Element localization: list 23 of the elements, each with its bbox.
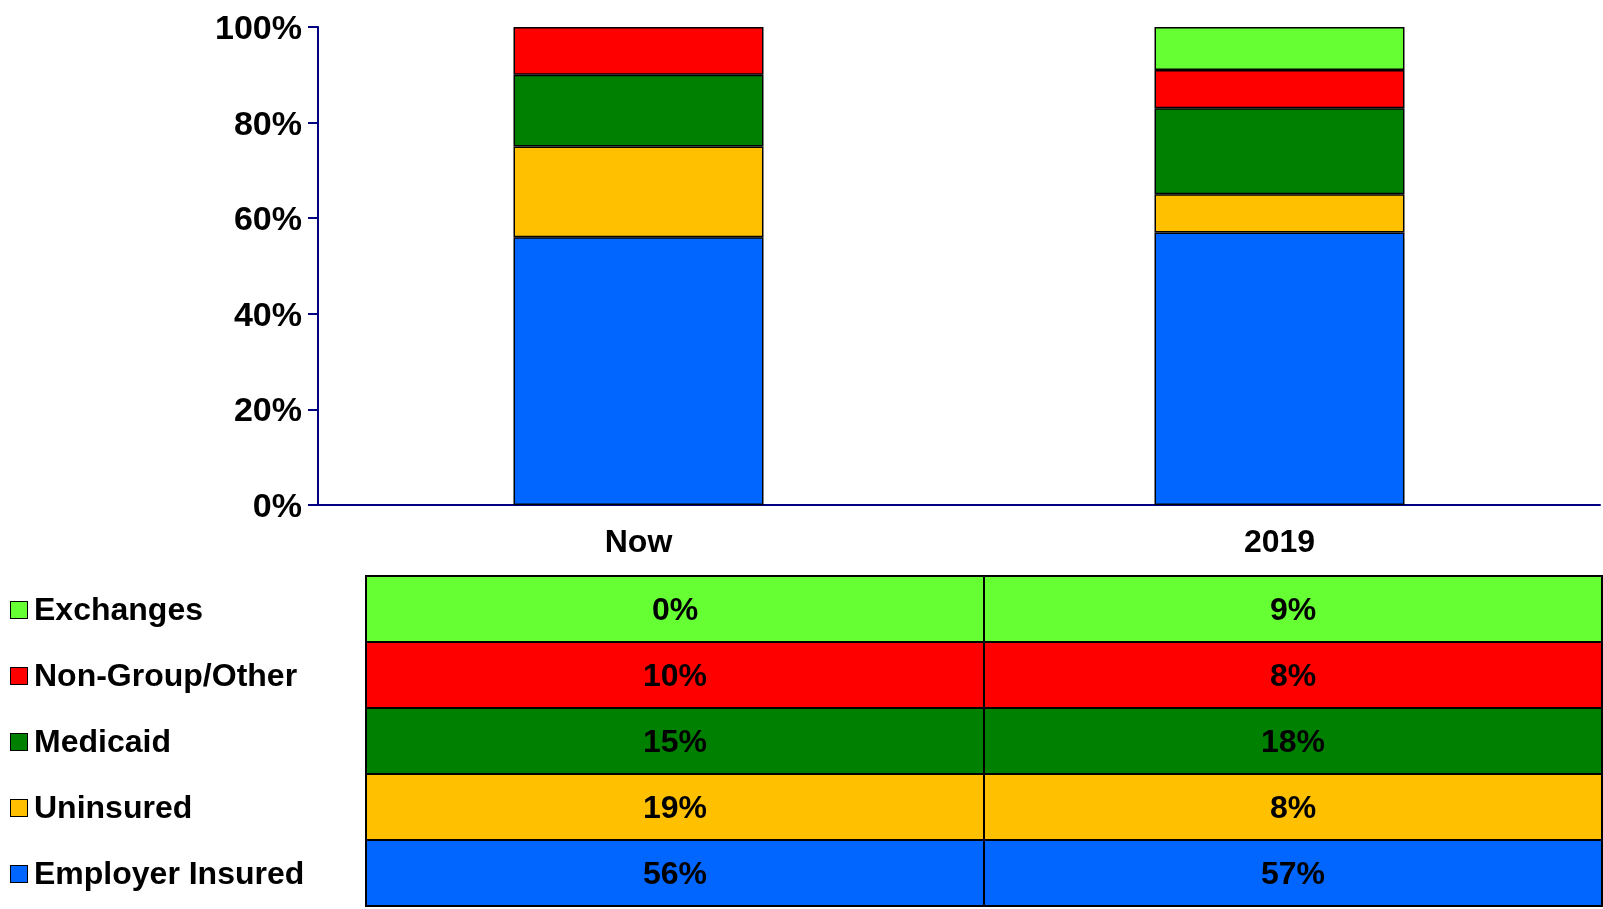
data-label: 8% [984, 774, 1602, 840]
legend-label: Employer Insured [34, 855, 305, 892]
data-label: 56% [366, 840, 984, 906]
y-tick-label: 40% [233, 294, 302, 333]
legend-label: Non-Group/Other [34, 657, 298, 694]
data-label: 8% [984, 642, 1602, 708]
x-tick-label: Now [604, 523, 673, 559]
data-label: 9% [984, 576, 1602, 642]
data-label: 10% [366, 642, 984, 708]
data-label: 0% [366, 576, 984, 642]
data-label: 15% [366, 708, 984, 774]
y-tick-label: 20% [233, 390, 302, 429]
data-label: 19% [366, 774, 984, 840]
data-label: 57% [984, 840, 1602, 906]
legend-label: Uninsured [34, 789, 193, 826]
legend-label: Exchanges [34, 591, 203, 628]
data-label: 18% [984, 708, 1602, 774]
y-tick-label: 80% [233, 103, 302, 142]
y-tick-label: 60% [233, 199, 302, 238]
y-tick-label: 0% [252, 486, 302, 524]
legend-label: Medicaid [34, 723, 171, 760]
x-tick-label: 2019 [1243, 523, 1316, 559]
y-tick-label: 100% [215, 8, 302, 46]
